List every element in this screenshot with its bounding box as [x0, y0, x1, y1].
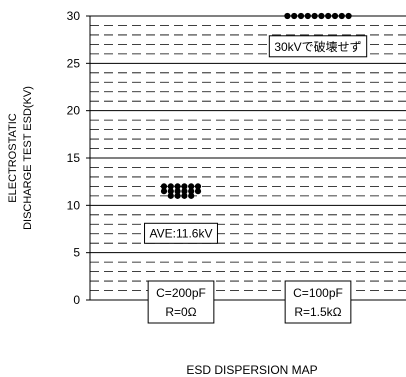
data-point: [167, 192, 174, 199]
data-point: [194, 183, 202, 190]
data-point: [345, 12, 352, 20]
data-point: [338, 12, 345, 20]
annotations: AVE:11.6kV 30kVで破壊せず: [144, 35, 368, 244]
annotation-text: 30kVで破壊せず: [274, 39, 361, 54]
data-point: [188, 183, 195, 190]
grid-lines: [90, 15, 406, 301]
data-points: [160, 12, 352, 199]
annotation-text: AVE:11.6kV: [150, 226, 213, 240]
data-point: [167, 183, 174, 190]
condition-text: R=0Ω: [165, 305, 196, 319]
data-point: [188, 188, 195, 195]
condition-frame: [147, 280, 215, 324]
data-point: [174, 192, 181, 199]
data-point: [331, 12, 339, 20]
y-axis-label: ELECTROSTATIC DISCHARGE TEST ESD(KV): [7, 86, 34, 230]
condition-box: C=100pF R=1.5kΩ: [284, 280, 352, 324]
condition-text: C=100pF: [293, 286, 343, 300]
y-axis-label-line: DISCHARGE TEST ESD(KV): [22, 86, 34, 230]
condition-frame: [284, 280, 352, 324]
data-point: [325, 12, 332, 20]
data-point: [291, 12, 298, 20]
condition-box: C=200pF R=0Ω: [147, 280, 215, 324]
data-point: [284, 12, 291, 20]
data-point: [304, 12, 311, 20]
y-tick-label: 10: [67, 198, 81, 212]
data-point: [160, 183, 168, 190]
annotation: 30kVで破壊せず: [268, 35, 368, 58]
data-point: [194, 188, 202, 195]
data-point: [174, 188, 181, 195]
data-point: [167, 188, 174, 195]
data-point: [181, 192, 188, 199]
y-tick-label: 0: [73, 293, 80, 307]
annotation-box: [144, 222, 218, 244]
x-axis-label: ESD DISPERSION MAP: [186, 363, 317, 377]
y-axis: 0 5 10 15 20 25 30: [67, 9, 90, 307]
y-tick-label: 15: [67, 151, 81, 165]
data-point: [311, 12, 318, 20]
condition-labels: C=200pF R=0Ω C=100pF R=1.5kΩ: [147, 280, 352, 324]
y-tick-label: 25: [67, 56, 81, 70]
y-tick-label: 20: [67, 104, 81, 118]
y-tick-label: 5: [73, 246, 80, 260]
data-point: [174, 183, 181, 190]
data-point: [181, 183, 188, 190]
condition-text: C=200pF: [156, 286, 206, 300]
data-point: [297, 12, 305, 20]
y-axis-label-line: ELECTROSTATIC: [7, 113, 19, 202]
annotation: AVE:11.6kV: [144, 222, 218, 244]
data-point: [160, 188, 168, 195]
data-point: [181, 188, 188, 195]
y-tick-label: 30: [67, 9, 81, 23]
data-point: [318, 12, 325, 20]
annotation-box: [268, 35, 368, 58]
data-point: [188, 192, 195, 199]
condition-text: R=1.5kΩ: [294, 305, 341, 319]
